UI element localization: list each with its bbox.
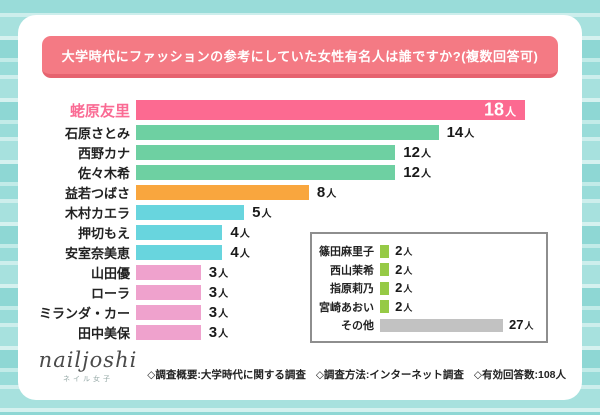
- bar-label: 田中美保: [77, 326, 130, 341]
- bar-label: 佐々木希: [77, 166, 130, 181]
- bar: [380, 263, 390, 276]
- bar-value: 2人: [395, 298, 413, 314]
- bar-track: 8人: [136, 185, 582, 200]
- bar-label: 益若つばさ: [64, 186, 130, 201]
- bar-label: 宮崎あおい: [319, 301, 374, 314]
- chart-row: 山田優 3人: [18, 265, 582, 282]
- survey-notes: ◇調査概要:大学時代に関する調査 ◇調査方法:インターネット調査 ◇有効回答数:10…: [147, 367, 566, 382]
- bar-value: 18人: [483, 99, 516, 120]
- bar-value: 3人: [208, 303, 229, 321]
- inset-row: その他 27人: [318, 317, 538, 333]
- survey-note: ◇有効回答数:108人: [473, 369, 566, 381]
- bar: [380, 281, 390, 295]
- bar-label: その他: [341, 320, 374, 332]
- bar-value: 4人: [230, 243, 250, 261]
- inset-row: 西山茉希 2人: [318, 262, 538, 278]
- inset-row: 宮崎あおい 2人: [318, 299, 538, 315]
- bar-track: 3人: [136, 325, 582, 340]
- chart-row: 益若つばさ 8人: [18, 185, 582, 202]
- bar-label: 蛯原友里: [69, 102, 130, 120]
- bar: [136, 145, 396, 160]
- bar-value: 2人: [395, 243, 413, 258]
- chart-row: 蛯原友里 18人: [18, 100, 582, 120]
- bar-label: 木村カエラ: [64, 206, 130, 221]
- bar-label: ミランダ・カー: [38, 306, 130, 321]
- chart-row: 西野カナ 12人: [18, 145, 582, 162]
- bar-track: 3人: [136, 285, 582, 300]
- bar-track: 3人: [136, 305, 582, 320]
- bar-track: 14人: [136, 125, 582, 140]
- bar-value: 2人: [395, 280, 413, 295]
- bar-track: 12人: [136, 145, 582, 160]
- bar-value: 3人: [208, 323, 229, 341]
- bar-label: 石原さとみ: [64, 126, 130, 141]
- bar: [136, 285, 201, 300]
- chart-row: 田中美保 3人: [18, 325, 582, 342]
- chart-row: 佐々木希 12人: [18, 165, 582, 182]
- bar-label: ローラ: [90, 286, 130, 301]
- bar: [136, 225, 223, 240]
- bar: [136, 165, 396, 180]
- bar-track: 18人: [136, 100, 582, 120]
- bar: [380, 244, 390, 258]
- bar-label: 指原莉乃: [330, 283, 374, 295]
- logo-subtext: ネイル女子: [63, 376, 113, 384]
- infographic-card: 大学時代にファッションの参考にしていた女性有名人は誰ですか?(複数回答可) 蛯原…: [18, 15, 582, 400]
- bar-value: 12人: [403, 143, 431, 161]
- bar-label: 篠田麻里子: [319, 246, 374, 258]
- bar: [136, 185, 309, 200]
- bar: [136, 205, 245, 220]
- bar-value: 8人: [316, 183, 337, 201]
- chart-row: 安室奈美恵 4人: [18, 245, 582, 262]
- bar-label: 安室奈美恵: [64, 246, 130, 261]
- bar-chart: 蛯原友里 18人 石原さとみ 14人 西野カナ 12人 佐々木希 12人 益若つばさ 8人 木村カエ…: [18, 100, 582, 345]
- bar-track: 4人: [136, 225, 582, 240]
- bar-track: 3人: [136, 265, 582, 280]
- bar-value: 2人: [395, 261, 413, 277]
- bar-value: 12人: [403, 163, 431, 181]
- bar: 18人: [136, 100, 525, 120]
- inset-row: 篠田麻里子 2人: [318, 243, 538, 259]
- bar: [136, 245, 223, 260]
- bar: [136, 325, 201, 340]
- bar: [380, 300, 390, 313]
- chart-row: 押切もえ 4人: [18, 225, 582, 242]
- bar-value: 3人: [208, 283, 229, 301]
- title-banner: 大学時代にファッションの参考にしていた女性有名人は誰ですか?(複数回答可): [42, 36, 558, 78]
- inset-row: 指原莉乃 2人: [318, 280, 538, 296]
- bar: [136, 305, 201, 320]
- bar: [380, 318, 503, 332]
- bar-label: 押切もえ: [77, 226, 130, 241]
- bar-value: 27人: [509, 317, 534, 332]
- bar-label: 山田優: [90, 266, 130, 281]
- chart-row: ミランダ・カー 3人: [18, 305, 582, 322]
- bar-value: 3人: [208, 263, 229, 281]
- survey-note: ◇調査概要:大学時代に関する調査: [147, 369, 306, 381]
- bar-track: 4人: [136, 245, 582, 260]
- bar-label: 西山茉希: [330, 264, 374, 277]
- bar-value: 14人: [446, 123, 475, 141]
- bar-value: 4人: [230, 223, 250, 241]
- bar: [136, 125, 439, 140]
- bar: [136, 265, 201, 280]
- chart-row: ローラ 3人: [18, 285, 582, 302]
- bar-value: 5人: [252, 203, 272, 221]
- inset-box: 篠田麻里子 2人 西山茉希 2人 指原莉乃 2人 宮崎あおい 2人 その他 27人: [310, 232, 548, 343]
- bar-track: 5人: [136, 205, 582, 220]
- survey-note: ◇調査方法:インターネット調査: [315, 369, 464, 381]
- logo: nailjoshi ネイル女子: [36, 348, 140, 384]
- chart-title: 大学時代にファッションの参考にしていた女性有名人は誰ですか?(複数回答可): [61, 48, 539, 64]
- bar-label: 西野カナ: [77, 146, 130, 161]
- logo-text: nailjoshi: [38, 348, 138, 372]
- bar-track: 12人: [136, 165, 582, 180]
- chart-row: 石原さとみ 14人: [18, 125, 582, 142]
- chart-row: 木村カエラ 5人: [18, 205, 582, 222]
